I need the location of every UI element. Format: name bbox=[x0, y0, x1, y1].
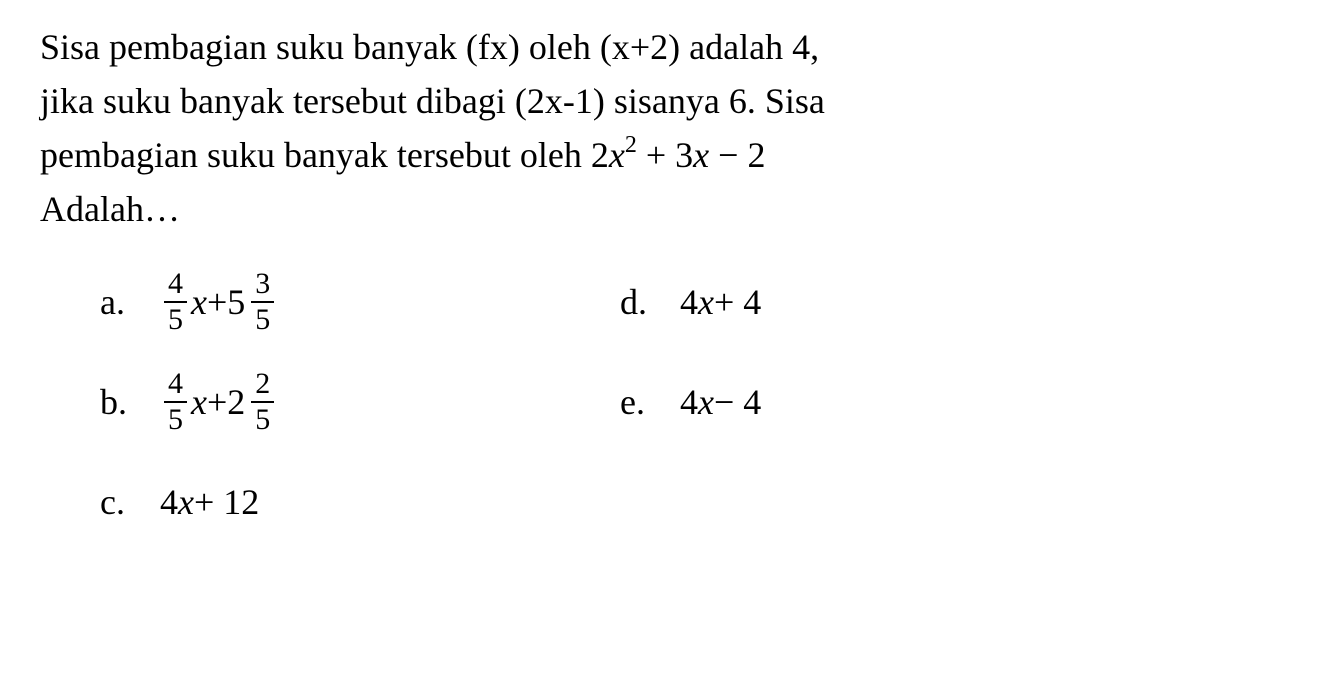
option-a-label: a. bbox=[100, 281, 160, 323]
option-e-pre: 4 bbox=[680, 381, 698, 423]
option-b-frac1-num: 4 bbox=[164, 369, 187, 403]
option-a: a. 4 5 x + 5 3 5 bbox=[100, 266, 620, 338]
option-d-label: d. bbox=[620, 281, 680, 323]
expr-exponent: 2 bbox=[625, 132, 637, 158]
option-a-op: + bbox=[207, 281, 227, 323]
option-b-content: 4 5 x + 2 2 5 bbox=[160, 369, 278, 435]
option-b-fraction-1: 4 5 bbox=[164, 369, 187, 435]
options-right-column: d. 4x + 4 e. 4x − 4 bbox=[620, 266, 1020, 566]
option-a-whole: 5 bbox=[227, 281, 245, 323]
option-a-frac2-den: 5 bbox=[251, 303, 274, 335]
option-e-content: 4x − 4 bbox=[680, 381, 761, 423]
option-c-post: + 12 bbox=[194, 481, 259, 523]
question-line-1: Sisa pembagian suku banyak (fx) oleh (x+… bbox=[40, 27, 819, 67]
expr-coef1: 2 bbox=[591, 135, 609, 175]
option-a-frac2-num: 3 bbox=[251, 269, 274, 303]
option-a-fraction-2: 3 5 bbox=[251, 269, 274, 335]
expr-end: − 2 bbox=[709, 135, 765, 175]
option-a-var: x bbox=[191, 281, 207, 323]
option-a-frac1-den: 5 bbox=[164, 303, 187, 335]
option-b: b. 4 5 x + 2 2 5 bbox=[100, 366, 620, 438]
option-d: d. 4x + 4 bbox=[620, 266, 1020, 338]
option-c-pre: 4 bbox=[160, 481, 178, 523]
options-container: a. 4 5 x + 5 3 5 b. 4 5 bbox=[40, 266, 1297, 566]
option-c-label: c. bbox=[100, 481, 160, 523]
option-d-post: + 4 bbox=[714, 281, 761, 323]
expr-mid: + 3 bbox=[637, 135, 693, 175]
option-c-content: 4x + 12 bbox=[160, 481, 259, 523]
option-a-fraction-1: 4 5 bbox=[164, 269, 187, 335]
question-line-2: jika suku banyak tersebut dibagi (2x-1) … bbox=[40, 81, 825, 121]
options-left-column: a. 4 5 x + 5 3 5 b. 4 5 bbox=[100, 266, 620, 566]
option-d-pre: 4 bbox=[680, 281, 698, 323]
option-b-whole: 2 bbox=[227, 381, 245, 423]
option-e-post: − 4 bbox=[714, 381, 761, 423]
question-line-4: Adalah… bbox=[40, 189, 180, 229]
option-a-frac1-num: 4 bbox=[164, 269, 187, 303]
question-text: Sisa pembagian suku banyak (fx) oleh (x+… bbox=[40, 20, 1297, 236]
option-e: e. 4x − 4 bbox=[620, 366, 1020, 438]
option-b-frac2-num: 2 bbox=[251, 369, 274, 403]
option-c: c. 4x + 12 bbox=[100, 466, 620, 538]
expr-var1: x bbox=[609, 135, 625, 175]
option-c-var: x bbox=[178, 481, 194, 523]
option-b-label: b. bbox=[100, 381, 160, 423]
option-b-frac2-den: 5 bbox=[251, 403, 274, 435]
option-d-content: 4x + 4 bbox=[680, 281, 761, 323]
option-e-label: e. bbox=[620, 381, 680, 423]
option-a-content: 4 5 x + 5 3 5 bbox=[160, 269, 278, 335]
option-b-var: x bbox=[191, 381, 207, 423]
option-b-frac1-den: 5 bbox=[164, 403, 187, 435]
question-line-3-pre: pembagian suku banyak tersebut oleh bbox=[40, 135, 591, 175]
expr-var2: x bbox=[693, 135, 709, 175]
option-e-var: x bbox=[698, 381, 714, 423]
option-b-op: + bbox=[207, 381, 227, 423]
option-b-fraction-2: 2 5 bbox=[251, 369, 274, 435]
option-d-var: x bbox=[698, 281, 714, 323]
